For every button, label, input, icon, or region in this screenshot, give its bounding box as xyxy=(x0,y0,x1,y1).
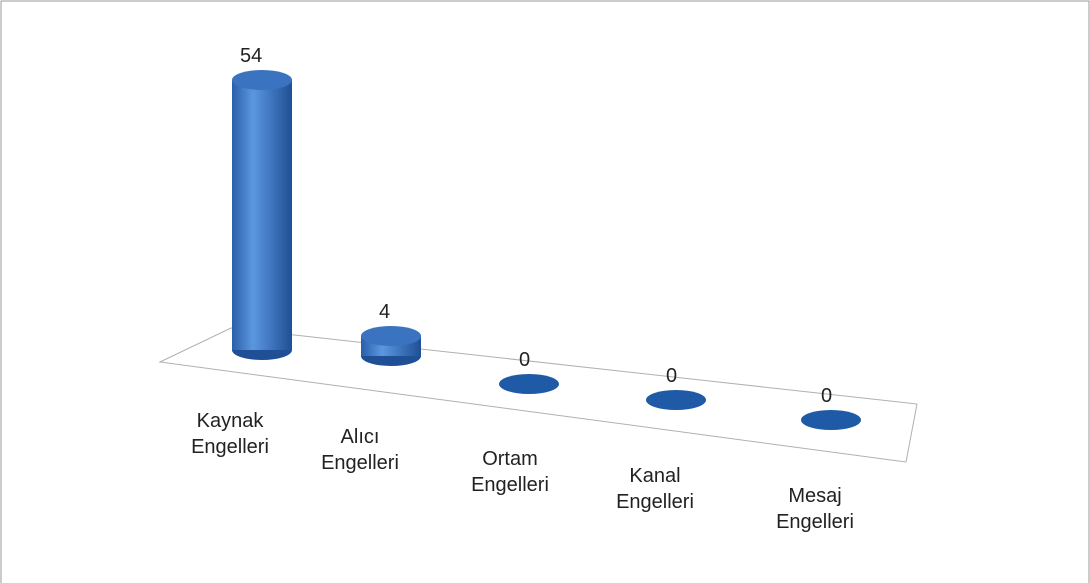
bar xyxy=(646,390,706,410)
value-label: 0 xyxy=(821,385,832,407)
value-label: 54 xyxy=(240,45,262,67)
floor xyxy=(158,327,918,463)
x-tick-label: Alıcı Engelleri xyxy=(321,426,399,474)
x-tick-label: Mesaj Engelleri xyxy=(776,485,854,533)
bar-top xyxy=(361,326,421,346)
x-tick-label: Kaynak Engelleri xyxy=(191,410,269,458)
x-tick-label: Ortam Engelleri xyxy=(471,448,549,496)
bar xyxy=(499,374,559,394)
bar xyxy=(232,80,292,350)
value-label: 0 xyxy=(519,349,530,371)
bar-top xyxy=(232,70,292,90)
x-tick-label: Kanal Engelleri xyxy=(616,465,694,513)
bar xyxy=(801,410,861,430)
value-label: 0 xyxy=(666,365,677,387)
value-label: 4 xyxy=(379,301,390,323)
